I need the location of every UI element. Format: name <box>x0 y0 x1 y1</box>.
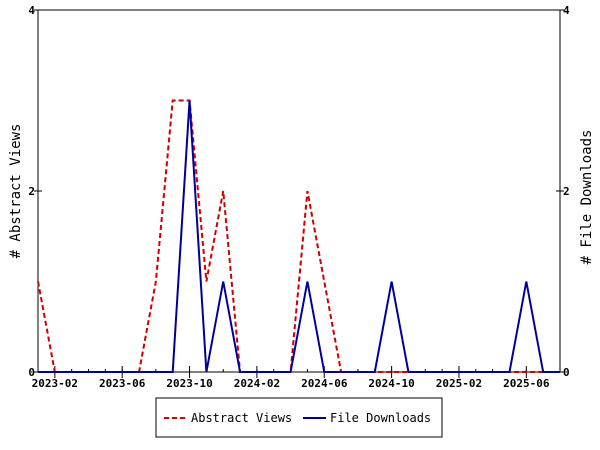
y-axis-title-right: # File Downloads <box>579 130 595 265</box>
y-tick-label-right: 0 <box>563 366 570 379</box>
x-tick-label: 2024-02 <box>234 377 280 390</box>
tick-labels: 0 0 2 2 4 4 2023-02 2023-06 2023-10 2024-02 2024-0… <box>28 4 570 390</box>
x-tick-label: 2023-02 <box>32 377 78 390</box>
y-tick-label-right: 2 <box>563 185 570 198</box>
plot-area <box>37 9 561 373</box>
y-tick-label-left: 4 <box>28 4 35 17</box>
y-tick-label-left: 0 <box>28 366 35 379</box>
legend: Abstract Views File Downloads <box>155 397 443 438</box>
x-tick-label: 2025-02 <box>436 377 482 390</box>
series-layer <box>37 99 560 373</box>
x-tick-label: 2024-10 <box>368 377 414 390</box>
x-tick-label: 2023-06 <box>99 377 146 390</box>
x-tick-label: 2024-06 <box>301 377 348 390</box>
series-line-file-downloads <box>38 100 560 373</box>
legend-box <box>155 397 443 438</box>
x-tick-label: 2025-06 <box>503 377 550 390</box>
legend-label-file-downloads: File Downloads <box>330 411 431 425</box>
y-tick-label-left: 2 <box>28 185 35 198</box>
y-axis-title-left: # Abstract Views <box>8 124 24 259</box>
legend-label-abstract-views: Abstract Views <box>191 411 292 425</box>
x-tick-label: 2023-10 <box>166 377 212 390</box>
y-tick-label-right: 4 <box>563 4 570 17</box>
